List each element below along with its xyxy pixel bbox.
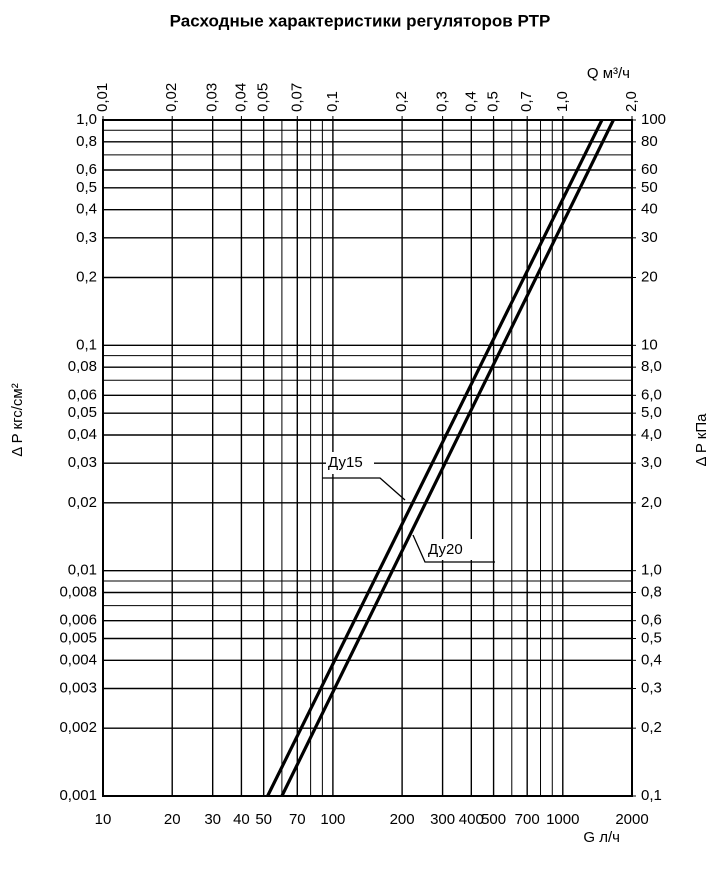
x-tick-label: 700 [515, 811, 540, 828]
y-tick-label: 0,004 [59, 651, 97, 668]
y2-tick-label: 80 [641, 133, 658, 150]
y-tick-label: 0,1 [76, 336, 97, 353]
y2-tick-label: 3,0 [641, 454, 662, 471]
y-tick-label: 0,06 [68, 386, 97, 403]
plot-frame [102, 119, 633, 797]
y-tick-label: 0,03 [68, 454, 97, 471]
y-tick-label: 0,008 [59, 583, 97, 600]
y-tick-label: 0,006 [59, 612, 97, 629]
y-tick-label: 0,002 [59, 719, 97, 736]
y-tick-label: 0,01 [68, 562, 97, 579]
series-line [266, 119, 604, 797]
x-tick-label: 100 [320, 811, 345, 828]
x-tick-label: 30 [204, 811, 221, 828]
y-tick-label: 0,8 [76, 133, 97, 150]
y-tick-label: 0,001 [59, 787, 97, 804]
y2-tick-label: 50 [641, 179, 658, 196]
label-bg [326, 452, 374, 474]
x2-tick-label: 0,7 [518, 91, 535, 112]
x2-tick-label: 0,1 [324, 91, 341, 112]
leader-line [322, 477, 406, 501]
y2-tick-label: 5,0 [641, 404, 662, 421]
x-tick-label: 10 [95, 811, 112, 828]
series-label: Ду15 [328, 454, 363, 471]
y2-tick-label: 100 [641, 111, 666, 128]
x-tick-label: 20 [164, 811, 181, 828]
y-tick-label: 0,003 [59, 679, 97, 696]
y2-tick-label: 4,0 [641, 426, 662, 443]
y2-tick-label: 0,5 [641, 629, 662, 646]
y2-tick-label: 0,4 [641, 651, 662, 668]
x2-axis-label: Q м³/ч [587, 65, 630, 82]
y2-tick-label: 0,1 [641, 787, 662, 804]
y-tick-label: 0,2 [76, 268, 97, 285]
y-tick-label: 0,02 [68, 494, 97, 511]
x-tick-label: 400 [459, 811, 484, 828]
y2-tick-label: 0,8 [641, 583, 662, 600]
y2-axis-label: Δ P кПа [693, 413, 710, 467]
x2-tick-label: 1,0 [554, 91, 571, 112]
x2-tick-label: 0,05 [255, 83, 272, 112]
chart-title: Расходные характеристики регуляторов РТР [170, 11, 551, 30]
y2-tick-label: 1,0 [641, 562, 662, 579]
x2-tick-label: 0,03 [204, 83, 221, 112]
y2-tick-label: 0,6 [641, 612, 662, 629]
y-axis-label: Δ P кгс/см² [9, 383, 26, 456]
x-tick-label: 300 [430, 811, 455, 828]
x2-tick-label: 0,07 [288, 83, 305, 112]
y2-tick-label: 6,0 [641, 386, 662, 403]
x2-tick-label: 0,3 [434, 91, 451, 112]
leader-line [412, 534, 495, 563]
x-axis-label: G л/ч [583, 829, 620, 846]
y-tick-label: 0,05 [68, 404, 97, 421]
y-tick-label: 0,005 [59, 629, 97, 646]
x2-tick-label: 0,01 [94, 83, 111, 112]
y-tick-label: 0,3 [76, 229, 97, 246]
series-label: Ду20 [428, 541, 463, 558]
x-tick-label: 50 [255, 811, 272, 828]
y2-tick-label: 30 [641, 229, 658, 246]
x-tick-label: 500 [481, 811, 506, 828]
x2-tick-label: 2,0 [623, 91, 640, 112]
x2-tick-label: 0,2 [393, 91, 410, 112]
x2-tick-label: 0,5 [485, 91, 502, 112]
y2-tick-label: 8,0 [641, 358, 662, 375]
x-tick-label: 1000 [546, 811, 579, 828]
x2-tick-label: 0,4 [462, 91, 479, 112]
x2-tick-label: 0,02 [163, 83, 180, 112]
y2-tick-label: 10 [641, 336, 658, 353]
y-tick-label: 0,5 [76, 179, 97, 196]
x-tick-label: 200 [390, 811, 415, 828]
x-tick-label: 40 [233, 811, 250, 828]
label-bg [426, 539, 474, 560]
y-tick-label: 1,0 [76, 111, 97, 128]
y2-tick-label: 2,0 [641, 494, 662, 511]
y-tick-label: 0,6 [76, 161, 97, 178]
x-tick-label: 70 [289, 811, 306, 828]
series-line [280, 119, 615, 797]
y2-tick-label: 60 [641, 161, 658, 178]
y2-tick-label: 20 [641, 268, 658, 285]
y2-tick-label: 0,2 [641, 719, 662, 736]
x-tick-label: 2000 [615, 811, 648, 828]
y-tick-label: 0,04 [68, 426, 97, 443]
y2-tick-label: 0,3 [641, 679, 662, 696]
y-tick-label: 0,4 [76, 201, 97, 218]
x2-tick-label: 0,04 [232, 83, 249, 112]
y-tick-label: 0,08 [68, 358, 97, 375]
y2-tick-label: 40 [641, 201, 658, 218]
